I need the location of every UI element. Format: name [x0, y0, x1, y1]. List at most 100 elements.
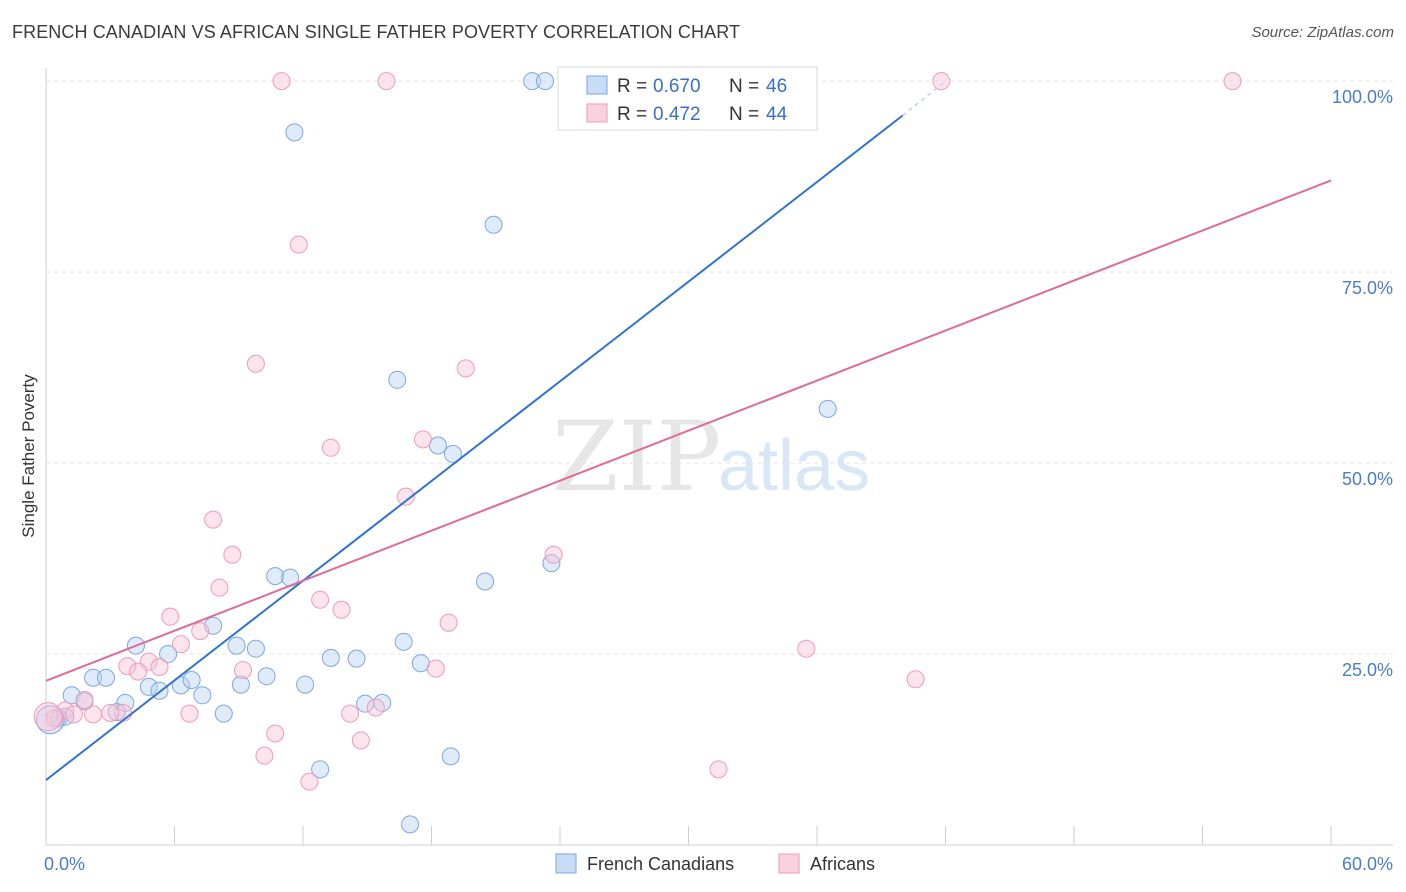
legend-r-value-french: 0.670 [653, 76, 701, 97]
point-african [289, 235, 308, 254]
point-african [161, 607, 180, 626]
point-african [101, 703, 120, 722]
point-african [426, 659, 445, 678]
point-african [932, 72, 951, 91]
point-african [272, 72, 291, 91]
point-french [246, 639, 265, 658]
point-african [84, 705, 103, 724]
point-african [544, 545, 563, 564]
point-french [321, 648, 340, 667]
point-african [266, 724, 285, 743]
legend-n-label-french: N = [729, 76, 759, 97]
y-tick-label: 25.0% [1342, 660, 1393, 680]
point-african [439, 613, 458, 632]
point-french [257, 667, 276, 686]
point-african [223, 545, 242, 564]
point-french [818, 399, 837, 418]
point-african [396, 487, 415, 506]
y-tick-label: 100.0% [1332, 87, 1393, 107]
legend-n-label-african: N = [729, 104, 759, 125]
point-french [159, 645, 178, 664]
point-french [266, 567, 285, 586]
x-tick-label: 0.0% [44, 854, 85, 874]
point-african [709, 760, 728, 779]
point-french [401, 815, 420, 834]
point-french [84, 668, 103, 687]
point-african [171, 635, 190, 654]
y-axis-label: Single Father Poverty [19, 374, 38, 538]
legend-n-value-french: 46 [766, 76, 787, 97]
point-african [321, 438, 340, 457]
point-french [394, 632, 413, 651]
point-french [231, 675, 250, 694]
point-african [797, 639, 816, 658]
point-african [45, 709, 64, 728]
y-tick-labels: 25.0% 50.0% 75.0% 100.0% [1332, 87, 1393, 680]
point-french [536, 72, 555, 91]
point-french [182, 671, 201, 690]
point-african [150, 658, 169, 677]
point-french [96, 668, 115, 687]
point-french [411, 654, 430, 673]
watermark: ZIP atlas [552, 401, 870, 513]
point-french [311, 760, 330, 779]
point-french [227, 636, 246, 655]
point-african [351, 731, 370, 750]
point-french [347, 649, 366, 668]
point-african [377, 72, 396, 91]
point-african [366, 698, 385, 717]
point-african [191, 622, 210, 641]
point-african [64, 705, 83, 724]
legend-r-label-african: R = [617, 104, 647, 125]
x-tick-label: 60.0% [1342, 854, 1393, 874]
stats-legend: R = 0.670 N = 46 R = 0.472 N = 44 [557, 66, 818, 131]
trend-line-african [45, 179, 1332, 682]
point-french [214, 704, 233, 723]
point-african [311, 590, 330, 609]
bottom-legend-label-african: Africans [810, 854, 875, 874]
point-african [129, 662, 148, 681]
source-label: Source: ZipAtlas.com [1251, 24, 1394, 41]
point-french [428, 436, 447, 455]
y-tick-label: 50.0% [1342, 469, 1393, 489]
point-french [441, 747, 460, 766]
trend-lines [45, 80, 1332, 781]
y-tick-label: 75.0% [1342, 278, 1393, 298]
point-african [246, 354, 265, 373]
point-french [296, 675, 315, 694]
gridlines [46, 80, 1393, 655]
x-tick-labels: 0.0% 60.0% [44, 854, 1393, 874]
point-french [523, 72, 542, 91]
legend-swatch-french [586, 75, 608, 95]
point-french [285, 123, 304, 142]
point-african [413, 430, 432, 449]
legend-swatch-african [586, 103, 608, 123]
trend-line-french [45, 114, 904, 781]
point-african [255, 746, 274, 765]
point-african [180, 704, 199, 723]
chart-title: FRENCH CANADIAN VS AFRICAN SINGLE FATHER… [12, 22, 741, 42]
point-african [210, 578, 229, 597]
point-african [1223, 72, 1242, 91]
watermark-atlas: atlas [718, 426, 870, 506]
bottom-legend-swatch-african [778, 853, 800, 874]
point-african [341, 704, 360, 723]
series-legend: French Canadians Africans [555, 853, 875, 874]
point-african [906, 670, 925, 689]
legend-r-label-french: R = [617, 76, 647, 97]
trend-line-french-extension [902, 80, 946, 117]
point-african [332, 600, 351, 619]
point-french [139, 677, 158, 696]
point-french [476, 572, 495, 591]
watermark-zip: ZIP [552, 401, 721, 513]
legend-n-value-african: 44 [766, 104, 788, 125]
point-african [456, 359, 475, 378]
point-african [300, 772, 319, 791]
point-african [33, 702, 63, 732]
point-french [373, 693, 392, 712]
legend-r-value-african: 0.472 [653, 104, 701, 125]
point-african [56, 701, 75, 720]
point-french [171, 676, 190, 695]
point-french [484, 215, 503, 234]
point-french [443, 444, 462, 463]
